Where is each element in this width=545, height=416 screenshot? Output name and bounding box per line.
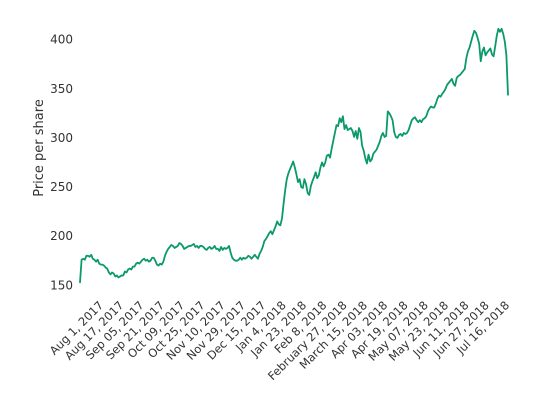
y-tick-label: 300 xyxy=(50,131,73,145)
y-tick-label: 200 xyxy=(50,229,73,243)
y-tick-label: 150 xyxy=(50,278,73,292)
y-axis-label: Price per share xyxy=(32,99,47,197)
y-tick-label: 250 xyxy=(50,180,73,194)
y-tick-label: 400 xyxy=(50,33,73,47)
y-axis-ticks: 150 200 250 300 350 400 xyxy=(50,33,73,293)
series-line-price xyxy=(79,27,509,284)
y-tick-label: 350 xyxy=(50,82,73,96)
